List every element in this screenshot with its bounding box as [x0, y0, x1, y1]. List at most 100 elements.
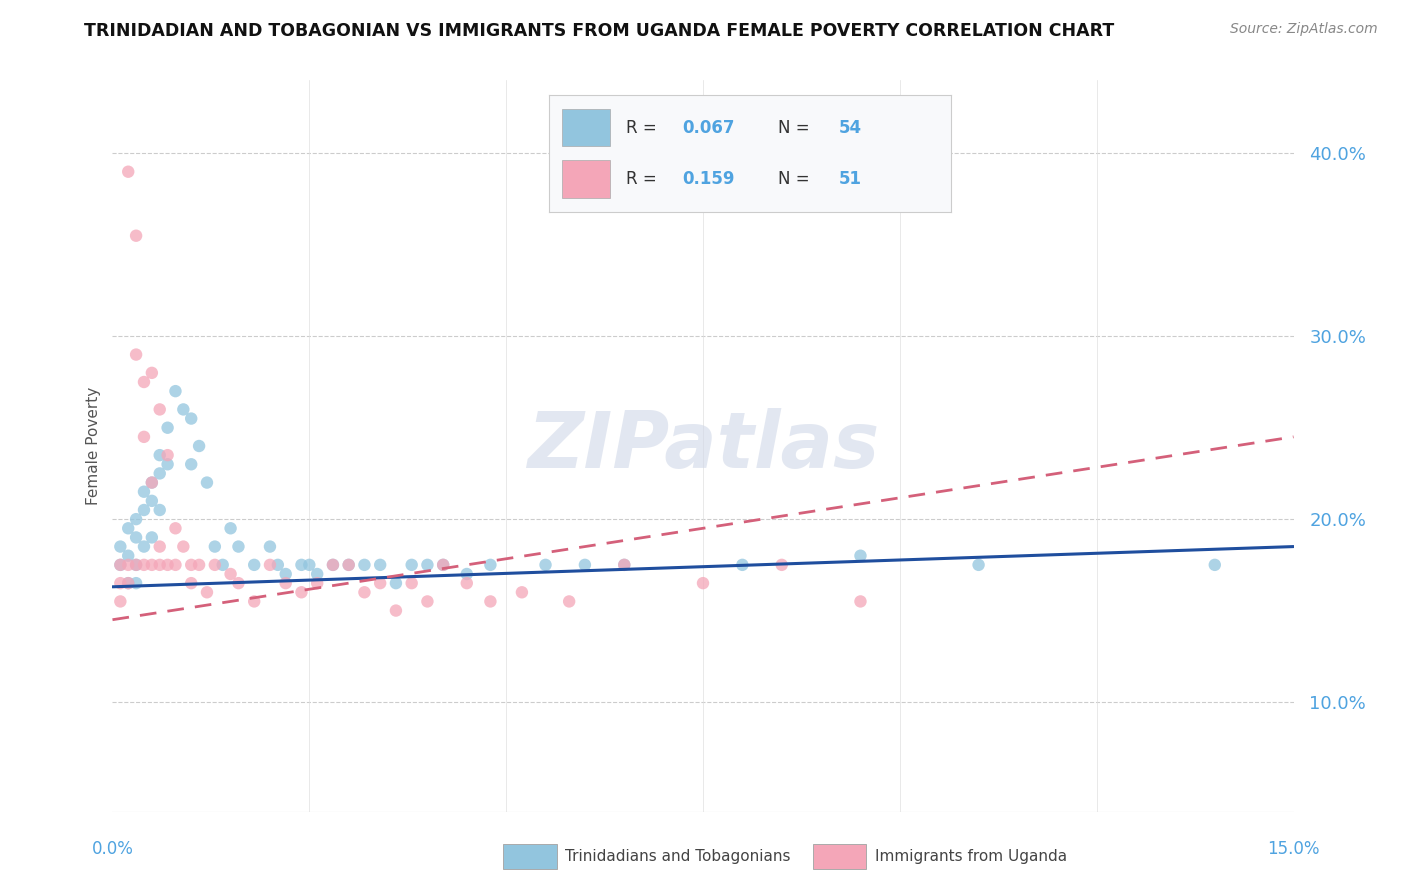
- Text: Immigrants from Uganda: Immigrants from Uganda: [875, 849, 1067, 863]
- Point: [125, 576, 148, 591]
- Point: [110, 576, 132, 591]
- Point: [156, 457, 179, 471]
- Point: [456, 576, 478, 591]
- Point: [368, 576, 391, 591]
- Point: [401, 576, 423, 591]
- Point: [456, 567, 478, 582]
- Point: [141, 558, 163, 572]
- Point: [228, 540, 250, 554]
- Point: [259, 558, 281, 572]
- Point: [141, 475, 163, 490]
- Point: [132, 375, 155, 389]
- Point: [731, 558, 754, 572]
- Point: [1204, 558, 1226, 572]
- Point: [165, 384, 187, 398]
- Text: ZIPatlas: ZIPatlas: [527, 408, 879, 484]
- Point: [125, 512, 148, 526]
- Point: [259, 540, 281, 554]
- Point: [180, 558, 202, 572]
- Point: [274, 567, 297, 582]
- Point: [849, 594, 872, 608]
- Point: [149, 540, 172, 554]
- Point: [298, 558, 321, 572]
- Point: [132, 430, 155, 444]
- Point: [156, 558, 179, 572]
- Point: [156, 448, 179, 462]
- Point: [558, 594, 581, 608]
- Point: [211, 558, 233, 572]
- Point: [204, 540, 226, 554]
- Point: [770, 558, 793, 572]
- Point: [613, 558, 636, 572]
- Point: [141, 494, 163, 508]
- Point: [180, 576, 202, 591]
- Point: [141, 530, 163, 544]
- Point: [307, 576, 329, 591]
- Point: [368, 558, 391, 572]
- Point: [353, 585, 375, 599]
- Point: [432, 558, 454, 572]
- Point: [849, 549, 872, 563]
- Point: [385, 603, 408, 617]
- Point: [219, 567, 242, 582]
- Point: [110, 558, 132, 572]
- Point: [479, 558, 502, 572]
- Point: [132, 540, 155, 554]
- Point: [149, 467, 172, 481]
- Point: [156, 421, 179, 435]
- Point: [149, 402, 172, 417]
- Point: [307, 567, 329, 582]
- Point: [172, 402, 194, 417]
- Point: [110, 558, 132, 572]
- Point: [149, 558, 172, 572]
- Point: [243, 594, 266, 608]
- Point: [149, 503, 172, 517]
- Point: [416, 594, 439, 608]
- Point: [172, 540, 194, 554]
- Point: [149, 448, 172, 462]
- Point: [165, 521, 187, 535]
- Point: [479, 594, 502, 608]
- Point: [967, 558, 990, 572]
- Point: [132, 484, 155, 499]
- Point: [125, 530, 148, 544]
- Point: [385, 576, 408, 591]
- Point: [219, 521, 242, 535]
- Point: [195, 475, 218, 490]
- Point: [141, 475, 163, 490]
- Point: [195, 585, 218, 599]
- Point: [401, 558, 423, 572]
- Y-axis label: Female Poverty: Female Poverty: [86, 387, 101, 505]
- Point: [692, 576, 714, 591]
- Point: [510, 585, 533, 599]
- Point: [228, 576, 250, 591]
- Point: [132, 558, 155, 572]
- Text: TRINIDADIAN AND TOBAGONIAN VS IMMIGRANTS FROM UGANDA FEMALE POVERTY CORRELATION : TRINIDADIAN AND TOBAGONIAN VS IMMIGRANTS…: [84, 22, 1115, 40]
- Point: [117, 576, 139, 591]
- Point: [165, 558, 187, 572]
- Point: [204, 558, 226, 572]
- Point: [125, 348, 148, 362]
- Point: [132, 503, 155, 517]
- Point: [188, 439, 211, 453]
- Point: [574, 558, 596, 572]
- Point: [125, 558, 148, 572]
- Point: [290, 585, 312, 599]
- Point: [337, 558, 360, 572]
- Point: [117, 521, 139, 535]
- Point: [117, 576, 139, 591]
- Point: [353, 558, 375, 572]
- Text: 15.0%: 15.0%: [1267, 840, 1320, 858]
- Text: Trinidadians and Tobagonians: Trinidadians and Tobagonians: [565, 849, 790, 863]
- Point: [110, 594, 132, 608]
- Point: [117, 164, 139, 178]
- Point: [322, 558, 344, 572]
- Point: [180, 457, 202, 471]
- Point: [267, 558, 290, 572]
- Point: [432, 558, 454, 572]
- Point: [613, 558, 636, 572]
- Point: [188, 558, 211, 572]
- Point: [322, 558, 344, 572]
- Point: [290, 558, 312, 572]
- Point: [110, 540, 132, 554]
